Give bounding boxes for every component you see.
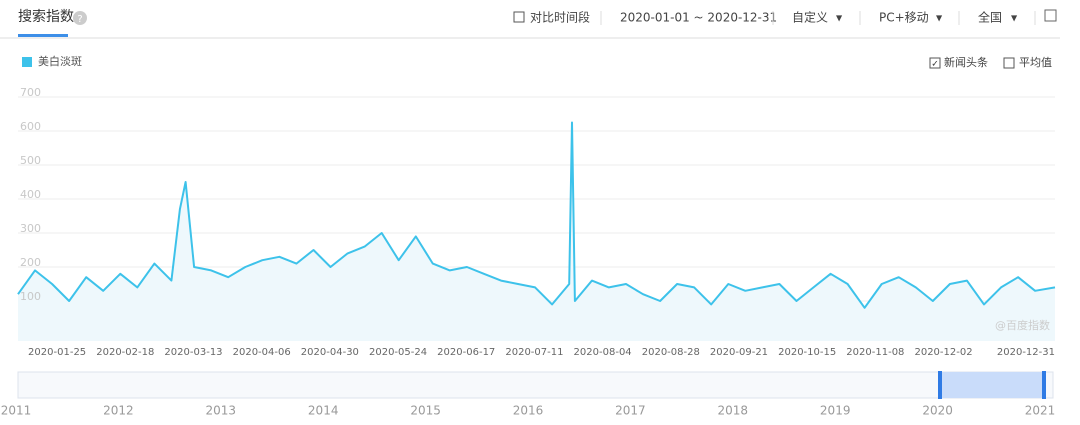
navigator-year: 2017 [615, 404, 646, 418]
navigator-selection[interactable] [940, 372, 1044, 398]
navigator-year: 2013 [206, 404, 237, 418]
line [17, 121, 1056, 309]
x-tick-label: 2020-05-24 [369, 347, 427, 358]
navigator-year: 2021 [1025, 404, 1056, 418]
navigator-year: 2012 [103, 404, 134, 418]
y-tick-label: 500 [20, 154, 41, 167]
region-dropdown[interactable]: 全国 [978, 10, 1002, 25]
average-checkbox[interactable] [1003, 57, 1015, 69]
x-tick-label: 2020-02-18 [96, 347, 154, 358]
x-tick-label: 2020-11-08 [846, 347, 904, 358]
y-tick-label: 700 [20, 86, 41, 99]
navigator-year: 2014 [308, 404, 339, 418]
navigator-year: 2019 [820, 404, 851, 418]
x-tick-label: 2020-10-15 [778, 347, 836, 358]
navigator-year: 2011 [1, 404, 32, 418]
export-icon[interactable] [1044, 9, 1057, 22]
caret: ▼ [836, 14, 843, 23]
y-tick-label: 200 [20, 256, 41, 269]
news-checkmark: ✓ [931, 60, 939, 70]
x-tick-label: 2020-12-02 [914, 347, 972, 358]
device-dropdown[interactable]: PC+移动 [879, 11, 929, 25]
x-tick-label: 2020-12-31 [997, 347, 1055, 358]
x-tick-label: 2020-08-04 [574, 347, 632, 358]
navigator-year: 2020 [922, 404, 953, 418]
x-tick-label: 2020-06-17 [437, 347, 495, 358]
average-label[interactable]: 平均值 [1019, 56, 1052, 69]
caret: ▼ [936, 14, 943, 23]
date-range[interactable]: 2020-01-01 ~ 2020-12-31 [620, 11, 777, 25]
navigator-year: 2015 [410, 404, 441, 418]
x-tick-label: 2020-01-25 [28, 347, 86, 358]
area [18, 122, 1055, 341]
legend-swatch [22, 57, 32, 67]
tab-underline [18, 34, 68, 37]
x-tick-label: 2020-09-21 [710, 347, 768, 358]
x-tick-label: 2020-08-28 [642, 347, 700, 358]
legend-label: 美白淡斑 [38, 54, 82, 68]
navigator-handle[interactable] [1042, 371, 1046, 399]
news-checkbox[interactable] [929, 57, 941, 69]
caret: ▼ [1011, 14, 1018, 23]
navigator[interactable] [17, 371, 1054, 399]
x-tick-label: 2020-07-11 [505, 347, 563, 358]
help-icon[interactable] [73, 11, 87, 25]
x-tick-label: 2020-04-06 [233, 347, 291, 358]
x-tick-label: 2020-03-13 [164, 347, 222, 358]
watermark: @百度指数 [995, 318, 1050, 332]
y-tick-label: 100 [20, 290, 41, 303]
y-tick-label: 600 [20, 120, 41, 133]
custom-dropdown[interactable]: 自定义 [792, 10, 828, 25]
help-mark: ? [77, 14, 82, 25]
x-tick-label: 2020-04-30 [301, 347, 359, 358]
navigator-year: 2018 [718, 404, 749, 418]
y-tick-label: 400 [20, 188, 41, 201]
navigator-year: 2016 [513, 404, 544, 418]
y-tick-label: 300 [20, 222, 41, 235]
compare-label[interactable]: 对比时间段 [530, 10, 590, 25]
navigator-handle[interactable] [938, 371, 942, 399]
news-label[interactable]: 新闻头条 [944, 55, 988, 69]
compare-checkbox[interactable] [513, 11, 525, 23]
page-title: 搜索指数 [18, 8, 74, 25]
